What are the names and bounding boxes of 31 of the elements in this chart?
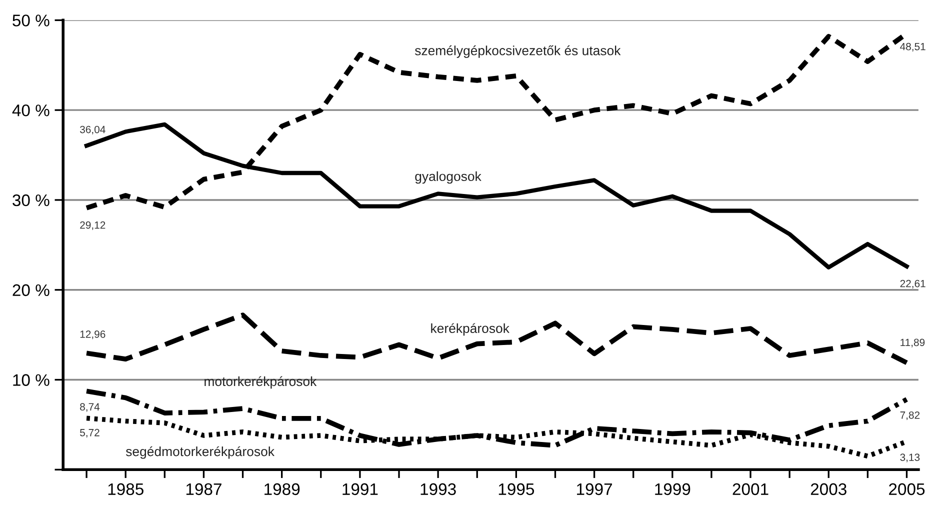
series-label: gyalogosok [415,171,482,184]
data-label: 3,13 [900,454,920,462]
series-label: segédmotorkerékpárosok [126,446,275,459]
data-label: 12,96 [80,330,106,340]
x-tick-label: 1987 [186,483,222,496]
x-tick-label: 1995 [498,483,534,496]
series-label: személygépkocsivezetők és utasok [414,45,621,58]
x-tick-label: 1985 [108,483,144,496]
x-tick-label: 2003 [810,483,846,496]
data-label: 11,89 [900,338,925,348]
x-tick-label: 1989 [264,483,300,496]
x-tick-label: 2001 [732,483,768,496]
y-tick-label: 50 % [12,14,50,26]
x-tick-label: 1997 [577,483,612,496]
x-tick-label: 1991 [342,483,378,496]
series-label: motorkerékpárosok [204,376,317,389]
data-label: 48,51 [900,42,926,52]
data-label: 7,82 [900,411,920,420]
x-tick-label: 1993 [420,483,456,496]
data-label: 22,61 [900,280,926,288]
data-label: 36,04 [80,126,106,134]
data-label: 29,12 [80,221,106,230]
data-label: 8,74 [80,403,100,412]
y-tick-label: 30 % [12,194,50,206]
y-tick-label: 40 % [12,104,50,116]
data-label: 5,72 [80,428,100,438]
y-tick-label: 20 % [12,284,50,296]
x-tick-label: 1999 [655,483,690,496]
y-tick-label: 10 % [13,374,50,386]
x-tick-label: 2005 [889,483,925,496]
series-label: kerékpárosok [431,323,510,336]
